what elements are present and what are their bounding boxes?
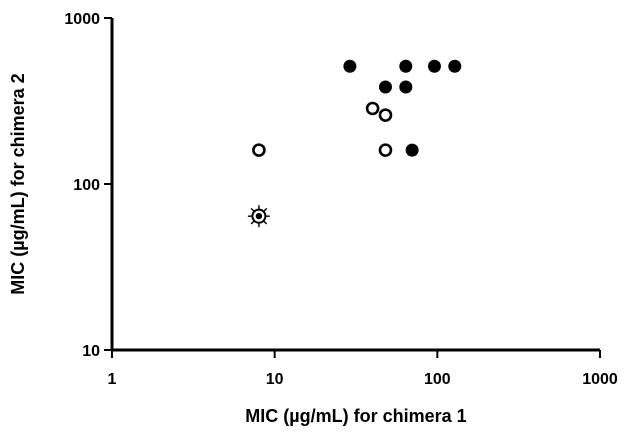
y-tick-label: 100 [73,177,100,194]
y-axis-ticks: 10 100 1000 [64,11,112,360]
open-data-point [365,101,380,116]
open-data-point [252,143,266,157]
x-tick-label: 1000 [582,371,618,388]
filled-data-point [399,80,413,94]
y-axis-title: MIC (µg/mL) for chimera 2 [8,73,28,294]
x-tick-label: 100 [424,371,451,388]
starred-data-point [247,205,270,228]
filled-data-point [448,59,462,73]
filled-data-point [343,59,357,73]
y-tick-label: 1000 [64,11,100,28]
x-axis-title: MIC (µg/mL) for chimera 1 [245,406,466,426]
filled-data-point [427,59,441,73]
x-axis-ticks: 1 10 100 1000 [108,350,618,388]
open-data-point [378,143,393,157]
y-tick-label: 10 [82,343,100,360]
open-data-point [378,108,393,122]
x-tick-label: 10 [266,371,284,388]
filled-data-point [399,59,413,73]
plot-area: 1 10 100 1000 10 100 1000 [64,11,617,388]
data-points [247,59,462,228]
filled-data-point [405,143,419,157]
x-tick-label: 1 [108,371,117,388]
filled-data-point [378,80,392,94]
